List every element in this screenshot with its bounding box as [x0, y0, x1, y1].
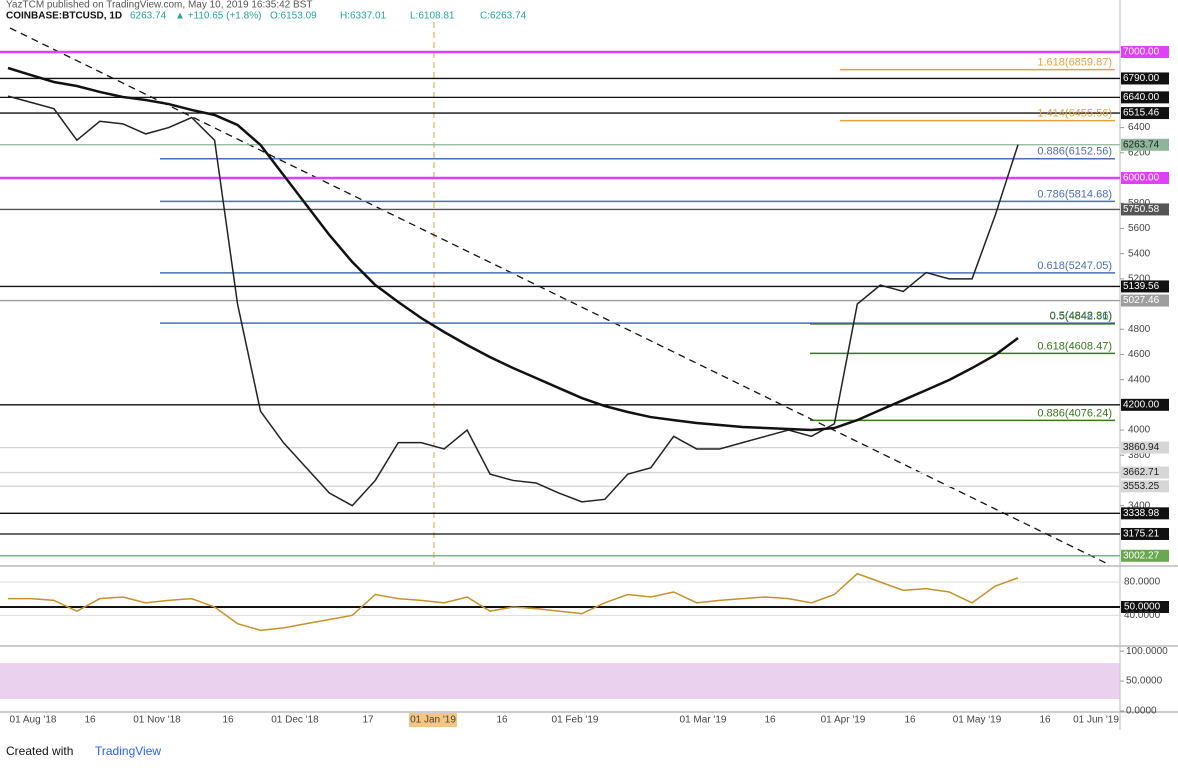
x-tick-label: 16: [764, 715, 776, 726]
level-box: [1121, 398, 1169, 411]
ohlc: C:6263.74: [480, 11, 527, 22]
fib-label: 0.618(5247.05): [1037, 260, 1112, 272]
footer-brand: TradingView: [95, 744, 161, 758]
x-tick-label: 01 Jan '19: [410, 715, 456, 726]
level-box: [1121, 203, 1169, 216]
x-tick-label: 01 Feb '19: [552, 715, 599, 726]
level-label: 6263.74: [1123, 139, 1160, 150]
rsi-box: [1121, 601, 1169, 613]
publisher: YazTCM published on TradingView.com, May…: [6, 0, 312, 11]
footer-text: Created with: [6, 744, 73, 758]
x-tick-label: 16: [222, 715, 234, 726]
x-tick-label: 16: [496, 715, 508, 726]
level-box: [1121, 91, 1169, 104]
price-line: [7, 95, 1019, 507]
level-box: [1121, 107, 1169, 120]
level-label: 3338.98: [1123, 508, 1160, 519]
level-box: [1121, 294, 1169, 307]
fib-label: 0.886(4076.24): [1037, 407, 1112, 419]
level-box: [1121, 466, 1169, 479]
price-line: [7, 66, 1019, 432]
trendline: [9, 27, 1111, 566]
fib-label: 1.618(6859.87): [1037, 57, 1112, 69]
rsi-tick-label: 80.0000: [1124, 577, 1161, 588]
x-tick-label: 16: [1039, 715, 1051, 726]
fib-label: 0.5(4842.81): [1050, 311, 1112, 323]
level-box: [1121, 280, 1169, 293]
x-tick-label: 16: [84, 715, 96, 726]
level-box: [1121, 527, 1169, 540]
level-label: 3662.71: [1123, 467, 1160, 478]
level-box: [1121, 72, 1169, 85]
x-tick-label: 17: [362, 715, 374, 726]
fib-label: 1.414(6455.56): [1037, 108, 1112, 120]
level-label: 3860.94: [1123, 442, 1160, 453]
x-tick-label: 01 Dec '18: [271, 715, 319, 726]
stoch-band: [0, 663, 1120, 700]
level-box: [1121, 45, 1169, 58]
last: 6263.74: [130, 11, 167, 22]
y-tick-label: 5800: [1128, 198, 1151, 209]
y-tick-label: 4800: [1128, 324, 1151, 335]
y-tick-label: 6400: [1128, 122, 1151, 133]
y-tick-label: 6200: [1128, 147, 1151, 158]
fib-label: 0.786(5814.68): [1037, 188, 1112, 200]
x-tick-label: 01 Jun '19: [1073, 715, 1119, 726]
level-box: [1121, 549, 1169, 562]
level-label: 3553.25: [1123, 481, 1160, 492]
level-box: [1121, 507, 1169, 520]
level-box: [1121, 441, 1169, 454]
rsi-tick-label: 50.0000: [1124, 602, 1161, 613]
x-tick-label: 01 Aug '18: [10, 715, 57, 726]
level-label: 7000.00: [1123, 47, 1160, 58]
level-label: 3002.27: [1123, 550, 1160, 561]
stoch-tick-label: 0.0000: [1126, 706, 1157, 717]
y-tick-label: 4000: [1128, 425, 1151, 436]
change: ▲ +110.65 (+1.8%): [175, 11, 261, 22]
level-label: 5027.46: [1123, 295, 1160, 306]
y-tick-label: 3400: [1128, 500, 1151, 511]
level-label: 4200.00: [1123, 399, 1160, 410]
level-label: 6790.00: [1123, 73, 1160, 84]
level-label: 5139.56: [1123, 281, 1160, 292]
fib-label: 0.618(4608.47): [1037, 340, 1112, 352]
level-label: 3175.21: [1123, 529, 1160, 540]
level-label: 6640.00: [1123, 92, 1160, 103]
y-tick-label: 5600: [1128, 223, 1151, 234]
x-tick-label: 01 Apr '19: [821, 715, 866, 726]
level-box: [1121, 480, 1169, 493]
level-label: 6515.46: [1123, 108, 1160, 119]
ohlc: H:6337.01: [340, 11, 387, 22]
x-tick-label: 16: [904, 715, 916, 726]
fib-label: 0.886(6152.56): [1037, 146, 1112, 158]
level-box: [1121, 138, 1169, 151]
ohlc: O:6153.09: [270, 11, 317, 22]
rsi-tick-label: 40.0000: [1124, 610, 1161, 621]
price-line: [8, 572, 1019, 632]
y-tick-label: 5400: [1128, 248, 1151, 259]
date-highlight: [409, 713, 457, 727]
level-box: [1121, 172, 1169, 185]
symbol: COINBASE:BTCUSD, 1D: [6, 11, 122, 22]
fib-label: 0.5(4848.36): [1050, 310, 1112, 322]
stoch-tick-label: 100.0000: [1126, 646, 1168, 657]
y-tick-label: 4400: [1128, 374, 1151, 385]
x-tick-label: 01 May '19: [953, 715, 1002, 726]
ohlc: L:6108.81: [410, 11, 455, 22]
level-label: 6000.00: [1123, 173, 1160, 184]
y-tick-label: 4600: [1128, 349, 1151, 360]
level-label: 5750.58: [1123, 204, 1160, 215]
stoch-tick-label: 50.0000: [1126, 676, 1163, 687]
y-tick-label: 5200: [1128, 273, 1151, 284]
x-tick-label: 01 Mar '19: [680, 715, 727, 726]
y-tick-label: 3800: [1128, 450, 1151, 461]
x-tick-label: 01 Nov '18: [133, 715, 181, 726]
